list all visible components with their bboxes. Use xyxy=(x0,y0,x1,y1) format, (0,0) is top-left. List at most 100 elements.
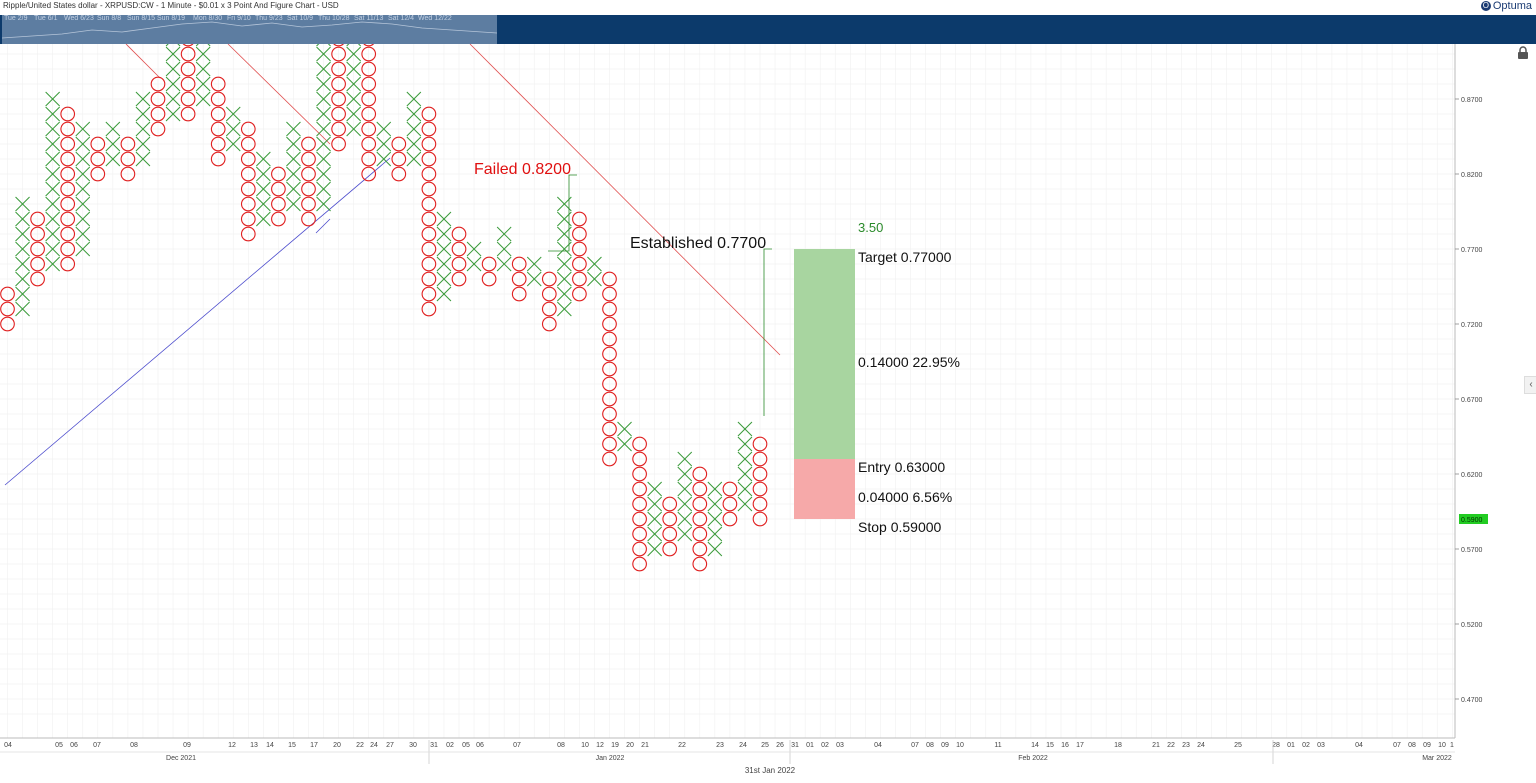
x-month-label: Jan 2022 xyxy=(596,755,625,762)
x-date-label: 14 xyxy=(1031,742,1039,749)
o-mark xyxy=(60,196,76,212)
x-date-label: 02 xyxy=(446,742,454,749)
o-mark xyxy=(331,91,346,107)
o-mark xyxy=(361,121,377,137)
y-tick-label: 0.8200 xyxy=(1461,172,1483,179)
o-mark xyxy=(421,121,437,137)
o-mark xyxy=(572,211,587,227)
x-mark xyxy=(647,526,663,542)
x-month-label: Mar 2022 xyxy=(1422,755,1452,762)
o-mark xyxy=(180,91,196,107)
o-mark xyxy=(692,526,708,542)
lock-icon[interactable] xyxy=(1516,46,1530,60)
x-date-label: 08 xyxy=(557,742,565,749)
x-mark xyxy=(286,196,301,212)
o-mark xyxy=(60,151,76,167)
x-mark xyxy=(316,151,331,167)
o-mark xyxy=(240,151,256,167)
navigator-window[interactable] xyxy=(2,15,497,44)
x-date-label: 30 xyxy=(409,742,417,749)
x-date-label: 09 xyxy=(183,742,191,749)
x-mark xyxy=(556,271,572,287)
x-mark xyxy=(346,106,362,122)
pnf-chart[interactable]: Failed 0.8200 Established 0.7700 3.50 Targe… xyxy=(0,44,1536,766)
x-mark xyxy=(737,451,753,467)
y-tick-label: 0.6200 xyxy=(1461,472,1483,479)
x-mark xyxy=(677,511,693,527)
o-mark xyxy=(602,316,617,332)
x-mark xyxy=(496,256,512,272)
o-mark xyxy=(301,196,316,212)
o-mark xyxy=(511,271,527,287)
x-date-label: 23 xyxy=(716,742,724,749)
x-date-label: 12 xyxy=(596,742,604,749)
o-mark xyxy=(60,166,76,182)
x-mark xyxy=(466,241,482,257)
o-mark xyxy=(421,211,437,227)
o-mark xyxy=(421,226,437,242)
x-date-label: 10 xyxy=(1438,742,1446,749)
x-mark xyxy=(15,271,30,287)
chevron-left-icon[interactable]: ‹ xyxy=(1524,376,1536,394)
x-date-label: 26 xyxy=(776,742,784,749)
x-mark xyxy=(376,151,392,167)
x-mark xyxy=(737,466,753,482)
x-mark xyxy=(165,91,181,107)
x-mark xyxy=(587,256,602,272)
o-mark xyxy=(120,136,136,152)
o-mark xyxy=(271,211,286,227)
entry-label: Entry 0.63000 xyxy=(858,459,945,475)
o-mark xyxy=(722,511,738,527)
o-mark xyxy=(301,181,316,197)
x-date-label: 12 xyxy=(228,742,236,749)
o-mark xyxy=(602,406,617,422)
failed-bracket xyxy=(548,174,577,252)
x-mark xyxy=(45,226,61,242)
o-mark xyxy=(60,211,76,227)
x-date-label: 11 xyxy=(994,742,1001,749)
x-mark xyxy=(105,121,121,137)
o-mark xyxy=(692,481,708,497)
o-mark xyxy=(120,166,136,182)
chart-title: Ripple/United States dollar - XRPUSD:CW … xyxy=(3,1,339,10)
o-mark xyxy=(632,436,647,452)
y-tick-label: 0.6700 xyxy=(1461,397,1483,404)
x-mark xyxy=(45,256,61,272)
y-tick-label: 0.5700 xyxy=(1461,547,1483,554)
x-axis: 04 05 06 07 08 09 12 13 14 15 17 20 22 24 27 30 31 02 05 06… xyxy=(0,740,1455,764)
o-mark xyxy=(0,286,15,302)
o-mark xyxy=(333,44,344,47)
x-mark xyxy=(75,121,91,137)
x-mark xyxy=(466,256,482,272)
x-mark xyxy=(406,136,422,152)
optuma-logo-icon: O xyxy=(1480,1,1491,11)
x-mark xyxy=(406,106,422,122)
o-mark xyxy=(240,181,256,197)
stop-label: Stop 0.59000 xyxy=(858,519,942,535)
o-mark xyxy=(632,526,647,542)
y-axis: 0.8700 0.8200 0.7700 0.7200 0.6700 0.6200 0.57… xyxy=(1455,97,1488,704)
x-mark xyxy=(617,421,632,437)
o-mark xyxy=(361,151,377,167)
o-mark xyxy=(30,241,45,257)
o-mark xyxy=(421,301,437,317)
x-mark xyxy=(135,91,151,107)
o-mark xyxy=(60,241,76,257)
o-mark xyxy=(481,271,497,287)
y-tick-label: 0.4700 xyxy=(1461,697,1483,704)
x-date-label: 24 xyxy=(739,742,747,749)
x-mark xyxy=(45,136,61,152)
o-mark xyxy=(301,211,316,227)
gain-label: 0.14000 22.95% xyxy=(858,354,960,370)
trend-lines xyxy=(4,44,781,486)
o-mark xyxy=(361,91,377,107)
x-mark xyxy=(45,106,61,122)
o-mark xyxy=(421,196,437,212)
x-mark xyxy=(346,61,362,77)
o-mark xyxy=(363,44,375,47)
x-mark xyxy=(255,151,271,167)
x-mark xyxy=(737,481,753,497)
o-mark xyxy=(572,271,587,287)
x-mark xyxy=(617,436,632,452)
x-mark xyxy=(286,181,301,197)
